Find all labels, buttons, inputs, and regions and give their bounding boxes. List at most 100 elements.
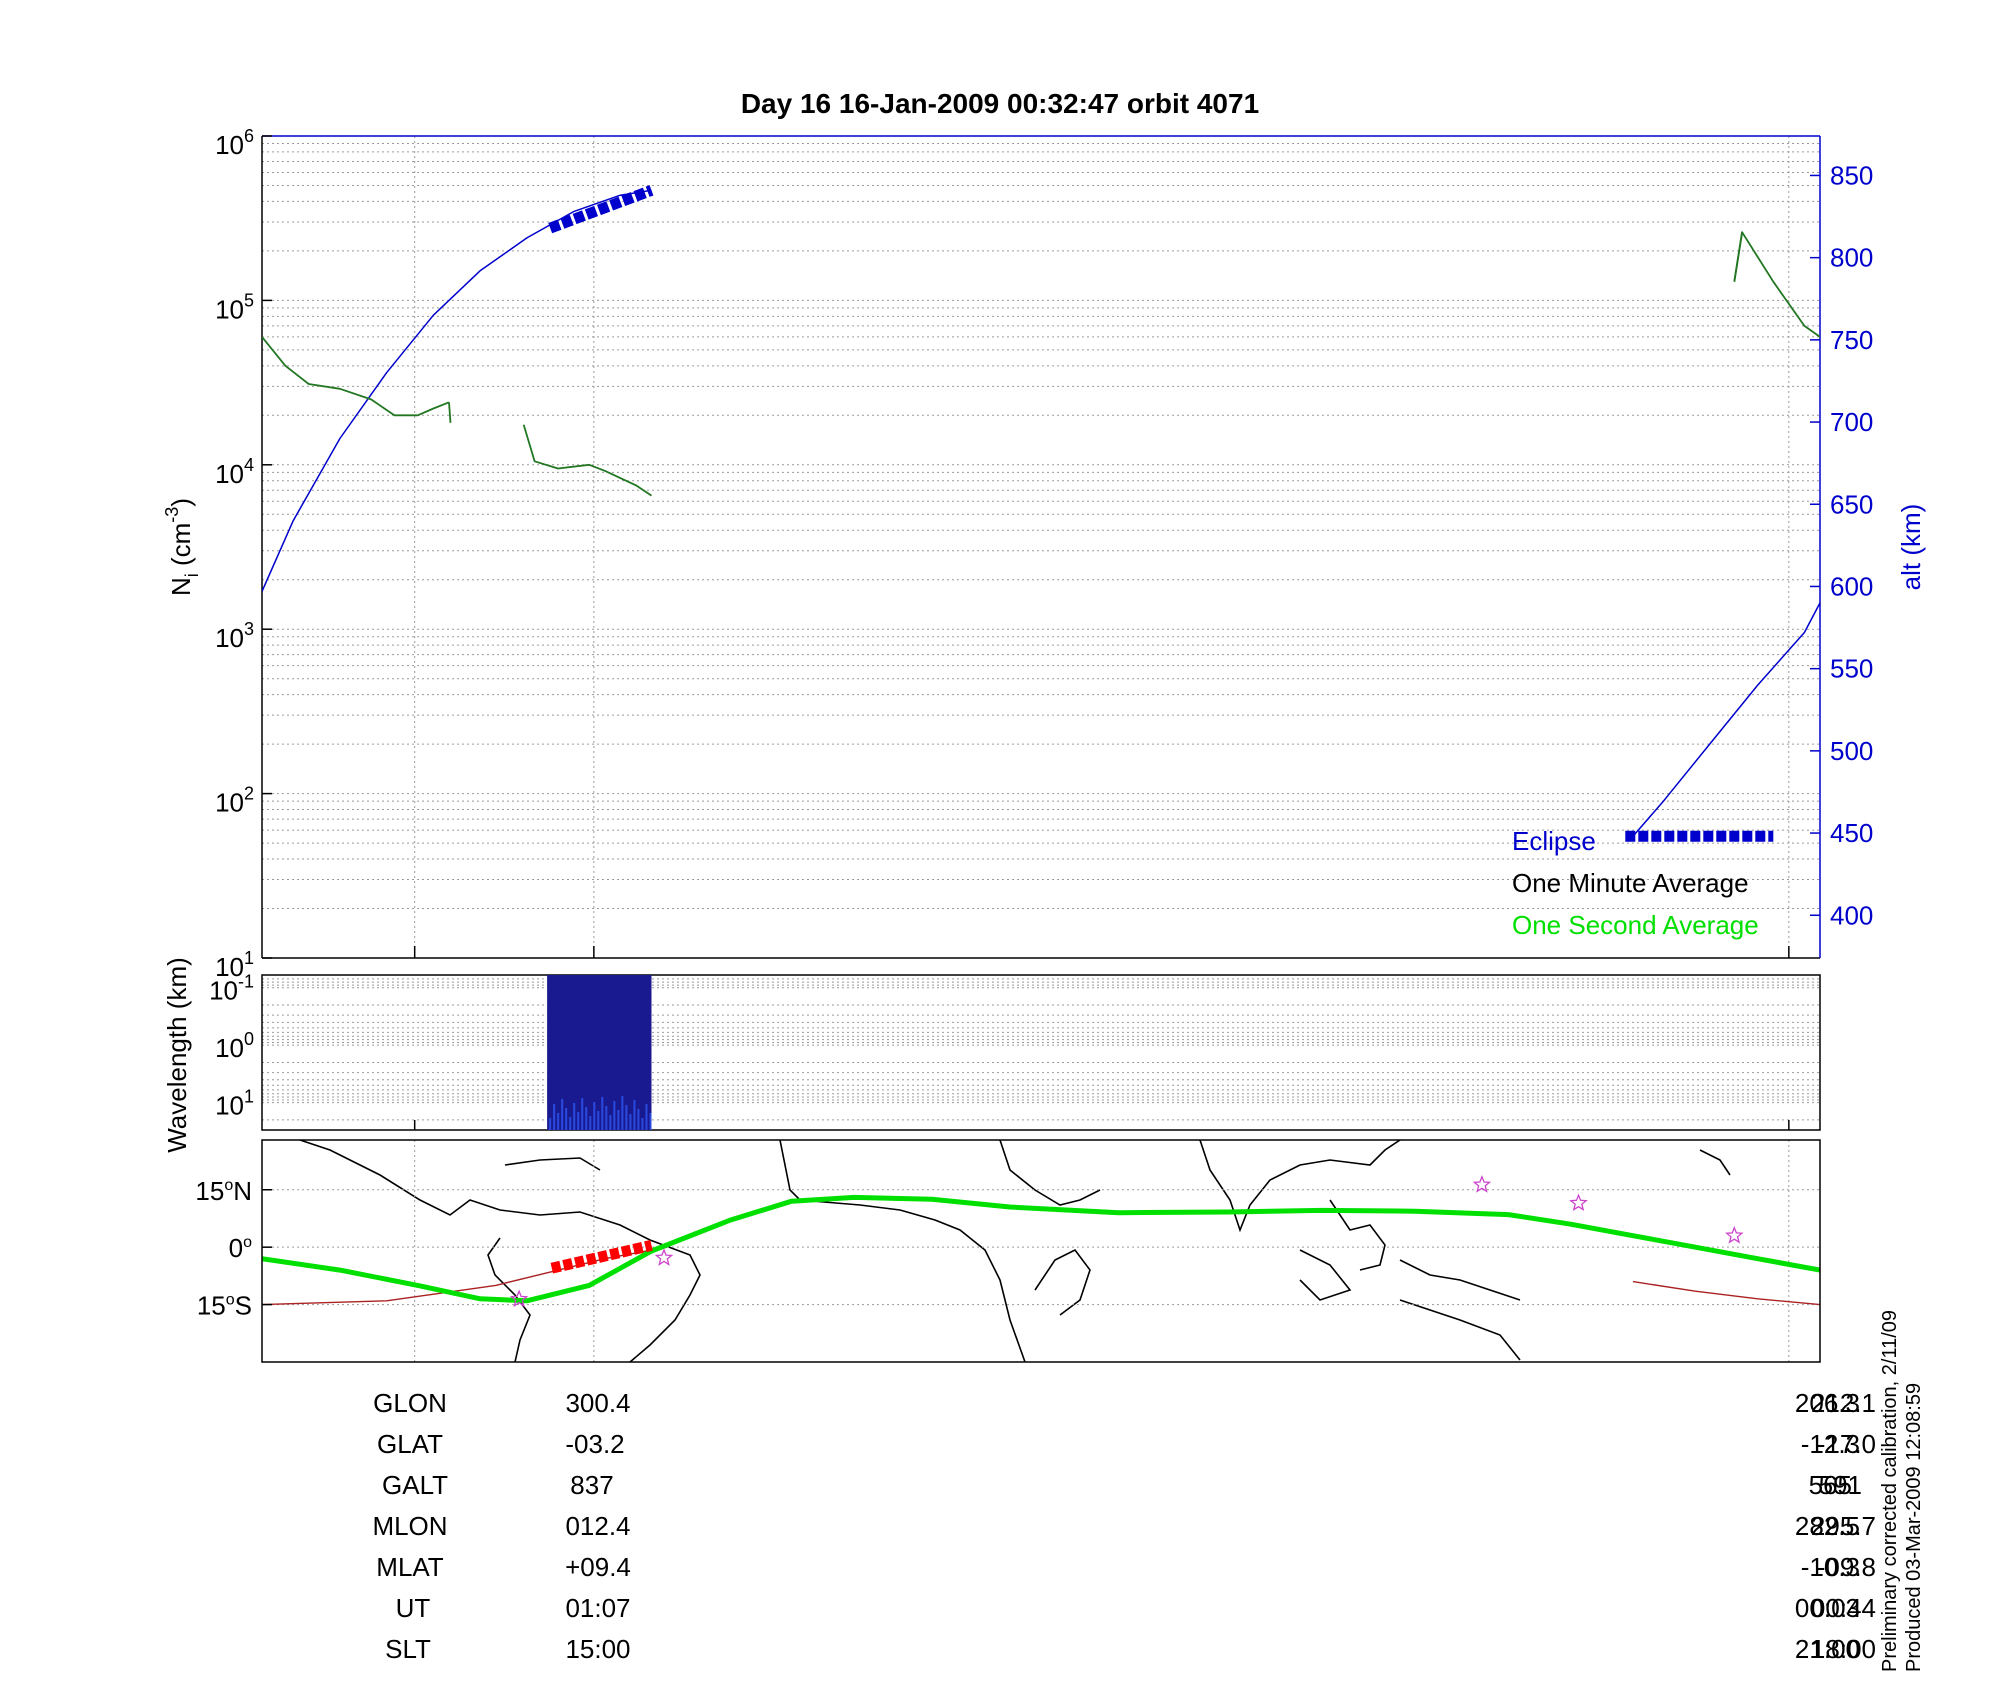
spectrogram-streak [569, 1117, 572, 1130]
table-left-ut: 01:07 [565, 1593, 631, 1623]
wavelength-y-tick-label-text: 100 [215, 1029, 254, 1063]
spectrogram-streak [549, 1118, 552, 1130]
wavelength-y-tick-label-text: 101 [215, 1087, 254, 1121]
density-y-tick-label-text: 102 [215, 784, 254, 818]
table-right-glat-b: -17.0 [1816, 1429, 1876, 1459]
table-right-galt-a: 565 [1808, 1470, 1852, 1500]
coastline [1299, 1249, 1352, 1301]
table-right-ut-b: 00:44 [1810, 1593, 1876, 1623]
spectrogram-streak [577, 1112, 580, 1130]
station-star [1569, 1193, 1588, 1212]
table-header-mlon: MLON [372, 1511, 448, 1541]
footer-calibration: Preliminary corrected calibration, 2/11/… [1879, 1309, 1901, 1672]
coastline [504, 1157, 601, 1171]
density-y-tick-label-text: 104 [215, 455, 254, 489]
table-left-slt: 15:00 [565, 1634, 631, 1664]
wavelength-y-tick-label-text: 10-1 [209, 972, 254, 1006]
density-y-tick-label-text: 101 [215, 948, 254, 982]
coastline [1699, 1149, 1731, 1176]
spectrogram-streak [617, 1110, 620, 1130]
altitude-tick-label: 850 [1830, 160, 1873, 190]
table-left-galt: 837 [570, 1470, 614, 1500]
density-line [1733, 232, 1743, 282]
density-y-tick-label: 103 [215, 619, 254, 653]
spectrogram-streak [641, 1118, 644, 1130]
map-frame [261, 1139, 1821, 1363]
density-y-tick-label: 102 [215, 784, 254, 818]
spectrogram-streak [585, 1107, 588, 1130]
table-right-glat-a: -12.3 [1800, 1429, 1860, 1459]
spectrogram-streak [601, 1097, 604, 1130]
table-header-ut: UT [395, 1593, 431, 1623]
coastline [299, 1140, 701, 1362]
legend-minute-label: One Minute Average [1512, 868, 1749, 898]
table-left-mlat: +09.4 [565, 1552, 631, 1582]
station-star [509, 1289, 529, 1308]
spectrogram-streak [557, 1113, 560, 1130]
table-right-slt-b: 18:00 [1810, 1634, 1876, 1664]
table-header-glat: GLAT [377, 1429, 443, 1459]
table-right-slt-a: 21:00 [1794, 1634, 1860, 1664]
altitude-tick-label: 450 [1830, 818, 1873, 848]
table-header-glon: GLON [373, 1388, 447, 1418]
table-right-mlat-a: -10.3 [1800, 1552, 1860, 1582]
coastline [999, 1140, 1101, 1206]
coastline [1034, 1248, 1091, 1316]
spectrogram-streak [609, 1115, 612, 1130]
wavelength-panel [261, 974, 1821, 1131]
altitude-tick-label: 650 [1830, 489, 1873, 519]
altitude-line [262, 189, 652, 592]
coastline [1399, 1299, 1521, 1361]
table-right-mlon-a: 282.5 [1794, 1511, 1860, 1541]
legend-eclipse-label: Eclipse [1512, 826, 1596, 856]
table-right-glon-b: 212.1 [1810, 1388, 1876, 1418]
wavelength-y-tick-label: 101 [215, 1087, 254, 1121]
table-left-glon: 300.4 [565, 1388, 631, 1418]
altitude-tick-label: 800 [1830, 243, 1873, 273]
wavelength-y-label: Wavelength (km) [162, 957, 192, 1153]
density-plot-area [262, 185, 1820, 842]
spectrogram-streak [589, 1116, 592, 1130]
coastline [487, 1237, 531, 1362]
altitude-tick-label: 600 [1830, 571, 1873, 601]
wavelength-frame [261, 974, 1821, 1131]
orbit-track-line [262, 1194, 1820, 1304]
table-header-mlat: MLAT [376, 1552, 444, 1582]
station-star [1472, 1175, 1492, 1193]
altitude-tick-label: 750 [1830, 325, 1873, 355]
density-legend: Eclipse One Minute Average One Second Aver… [1512, 826, 1759, 940]
density-line [262, 336, 450, 417]
density-y-tick-label-text: 105 [215, 290, 254, 324]
map-y-tick-label: 15oS [197, 1291, 252, 1321]
spectrogram-streak [637, 1109, 640, 1130]
table-right-ut-a: 00:03 [1794, 1593, 1860, 1623]
density-line [1733, 231, 1820, 338]
spectrogram-streak [593, 1102, 596, 1130]
density-y-tick-label: 106 [215, 126, 254, 160]
spectrogram-streak [645, 1104, 648, 1130]
table-right-mlon-b: 295.7 [1810, 1511, 1876, 1541]
spectrogram-streak [573, 1103, 576, 1130]
wavelength-y-tick-label: 100 [215, 1029, 254, 1063]
spectrogram-streak [625, 1105, 628, 1130]
table-right-mlat-b: -09.8 [1816, 1552, 1876, 1582]
spectrogram-streak [629, 1114, 632, 1130]
table-header-galt: GALT [382, 1470, 448, 1500]
map-y-tick-label: 15oN [195, 1176, 252, 1206]
sun-track-line [1632, 1280, 1820, 1306]
spectrogram-streak [633, 1100, 636, 1130]
coastline [1199, 1140, 1401, 1233]
density-y-tick-label: 104 [215, 455, 254, 489]
table-right-galt-b: 591 [1818, 1470, 1862, 1500]
spectrogram-streak [613, 1101, 616, 1130]
spectrogram-streak [581, 1098, 584, 1130]
coastline [1329, 1199, 1386, 1271]
spectrogram-streak [605, 1106, 608, 1130]
eclipse-marker [548, 185, 654, 234]
spectrogram-streak [565, 1108, 568, 1130]
density-y-tick-label-text: 106 [215, 126, 254, 160]
table-right-glon-a: 206.3 [1794, 1388, 1860, 1418]
map-panel [261, 1139, 1821, 1363]
